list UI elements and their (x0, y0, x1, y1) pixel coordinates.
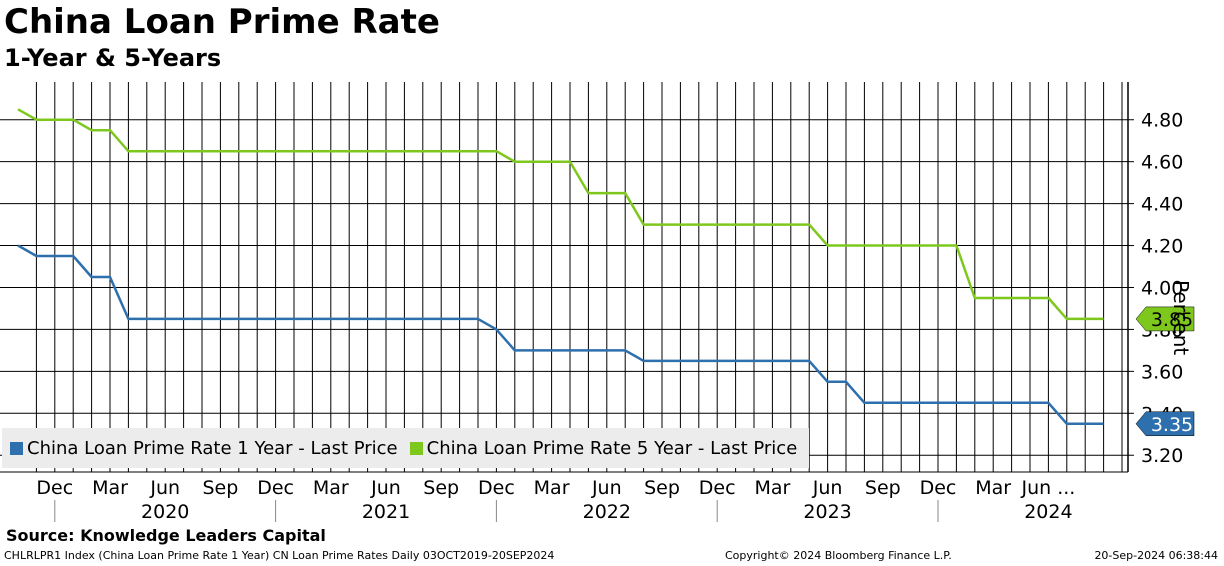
x-tick-label: Dec (478, 477, 515, 499)
x-tick-label: Jun (591, 477, 622, 499)
y-tick-label: 4.40 (1141, 194, 1183, 216)
x-tick-label: Sep (423, 477, 459, 499)
x-year-label: 2021 (362, 501, 410, 523)
chart-legend: China Loan Prime Rate 1 Year - Last Pric… (2, 428, 810, 468)
footer-copyright: Copyright© 2024 Bloomberg Finance L.P. (725, 549, 952, 562)
legend-label-5y: China Loan Prime Rate 5 Year - Last Pric… (426, 437, 798, 459)
y-tick-label: 4.00 (1141, 277, 1183, 299)
x-tick-label: Mar (313, 477, 349, 499)
legend-swatch-5y (409, 441, 423, 455)
footer-left: CHLRLPR1 Index (China Loan Prime Rate 1 … (4, 549, 555, 562)
y-tick-label: 4.80 (1141, 110, 1183, 132)
legend-item-1y: China Loan Prime Rate 1 Year - Last Pric… (10, 438, 398, 459)
x-tick-label: Sep (202, 477, 238, 499)
x-tick-label: Dec (920, 477, 957, 499)
y-axis-label: Percent (1169, 280, 1193, 356)
x-tick-label: Jun (370, 477, 401, 499)
chart-title: China Loan Prime Rate (4, 2, 440, 42)
x-tick-label: Dec (36, 477, 73, 499)
x-year-label: 2022 (583, 501, 631, 523)
x-tick-label: Sep (644, 477, 680, 499)
y-tick-label: 3.60 (1141, 361, 1183, 383)
x-tick-label: Sep (865, 477, 901, 499)
x-year-label: 2020 (141, 501, 189, 523)
series-line-5y (17, 108, 1104, 321)
x-tick-label: Mar (92, 477, 128, 499)
x-year-label: 2024 (1024, 501, 1072, 523)
x-tick-label: Jun (149, 477, 180, 499)
legend-label-1y: China Loan Prime Rate 1 Year - Last Pric… (27, 437, 398, 459)
footer-timestamp: 20-Sep-2024 06:38:44 (1094, 549, 1218, 562)
x-year-label: 2023 (803, 501, 851, 523)
x-tick-label: Jun (812, 477, 843, 499)
x-tick-label: Mar (975, 477, 1011, 499)
chart-subtitle: 1-Year & 5-Years (4, 44, 222, 72)
x-tick-label: Dec (257, 477, 294, 499)
x-tick-label: Mar (754, 477, 790, 499)
source-note: Source: Knowledge Leaders Capital (6, 526, 326, 545)
last-value-tag (1135, 411, 1195, 437)
y-tick-label: 3.20 (1141, 445, 1183, 467)
legend-item-5y: China Loan Prime Rate 5 Year - Last Pric… (409, 437, 798, 459)
last-value-label: 3.35 (1151, 414, 1193, 436)
y-tick-label: 4.20 (1141, 236, 1183, 258)
last-value-label: 3.85 (1151, 309, 1193, 331)
last-value-tag (1135, 306, 1195, 332)
series-line-1y (17, 244, 1104, 426)
x-tick-label: Jun ... (1020, 477, 1075, 499)
legend-swatch-1y (10, 441, 23, 455)
y-tick-label: 4.60 (1141, 152, 1183, 174)
x-tick-label: Dec (699, 477, 736, 499)
x-tick-label: Mar (534, 477, 570, 499)
